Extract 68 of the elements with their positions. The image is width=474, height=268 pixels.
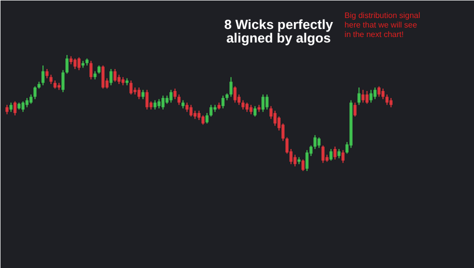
- candlestick: [306, 150, 308, 172]
- candlestick: [138, 87, 140, 100]
- candlestick: [42, 64, 44, 86]
- candlestick: [374, 87, 376, 100]
- candlestick: [274, 110, 276, 126]
- candlestick: [142, 89, 144, 100]
- candlestick: [90, 60, 92, 80]
- candlestick: [354, 102, 356, 118]
- candlestick: [74, 58, 76, 70]
- candlestick: [10, 102, 12, 112]
- candlestick: [118, 74, 120, 85]
- candlestick: [254, 106, 256, 118]
- candlestick: [154, 100, 156, 110]
- candlestick: [206, 112, 208, 124]
- candlestick: [50, 74, 52, 85]
- candlestick: [170, 89, 172, 104]
- candlestick: [102, 64, 104, 90]
- candlestick: [250, 104, 252, 115]
- candlestick: [246, 102, 248, 112]
- candlestick: [174, 88, 176, 100]
- candlestick: [234, 86, 236, 104]
- candlestick: [114, 68, 116, 82]
- candlestick: [266, 94, 268, 110]
- candlestick: [294, 154, 296, 167]
- candlestick: [334, 146, 336, 160]
- candlestick: [302, 158, 304, 172]
- candlestick: [22, 100, 24, 112]
- candlestick: [78, 56, 80, 71]
- candlestick: [210, 104, 212, 118]
- candlestick: [270, 106, 272, 120]
- candlestick: [6, 104, 8, 115]
- candlestick: [318, 136, 320, 148]
- candlestick: [338, 148, 340, 159]
- candlestick: [202, 114, 204, 126]
- text: 8 Wicks perfectly aligned by algos: [224, 16, 334, 46]
- candlestick: [46, 68, 48, 79]
- candlestick: [262, 94, 264, 112]
- candlestick: [30, 94, 32, 104]
- text: Big distribution signal here that we will see in the next chart!: [344, 11, 420, 39]
- candlestick: [382, 88, 384, 100]
- candlestick: [358, 87, 360, 106]
- candlestick: [386, 94, 388, 106]
- candlestick: [370, 89, 372, 104]
- candlestick: [26, 97, 28, 108]
- candlestick: [146, 89, 148, 110]
- candlestick: [222, 95, 224, 109]
- candlestick: [62, 70, 64, 93]
- candlestick: [378, 86, 380, 98]
- candlestick: [66, 54, 68, 74]
- candlestick: [322, 145, 324, 164]
- candlestick: [178, 94, 180, 106]
- candlestick: [314, 134, 316, 150]
- candlestick: [190, 104, 192, 118]
- candlestick: [162, 95, 164, 110]
- candlestick: [158, 98, 160, 109]
- candlestick: [342, 150, 344, 164]
- candlestick: [110, 68, 112, 86]
- candlestick: [198, 110, 200, 120]
- candlestick: [242, 100, 244, 110]
- candlestick: [330, 148, 332, 162]
- candlestick: [366, 90, 368, 104]
- candlestick: [390, 97, 392, 108]
- candlestick: [34, 86, 36, 100]
- candlestick: [362, 89, 364, 104]
- candlestick: [230, 76, 232, 98]
- candlestick: [14, 100, 16, 116]
- candlestick: [186, 102, 188, 112]
- candlestick: [130, 80, 132, 95]
